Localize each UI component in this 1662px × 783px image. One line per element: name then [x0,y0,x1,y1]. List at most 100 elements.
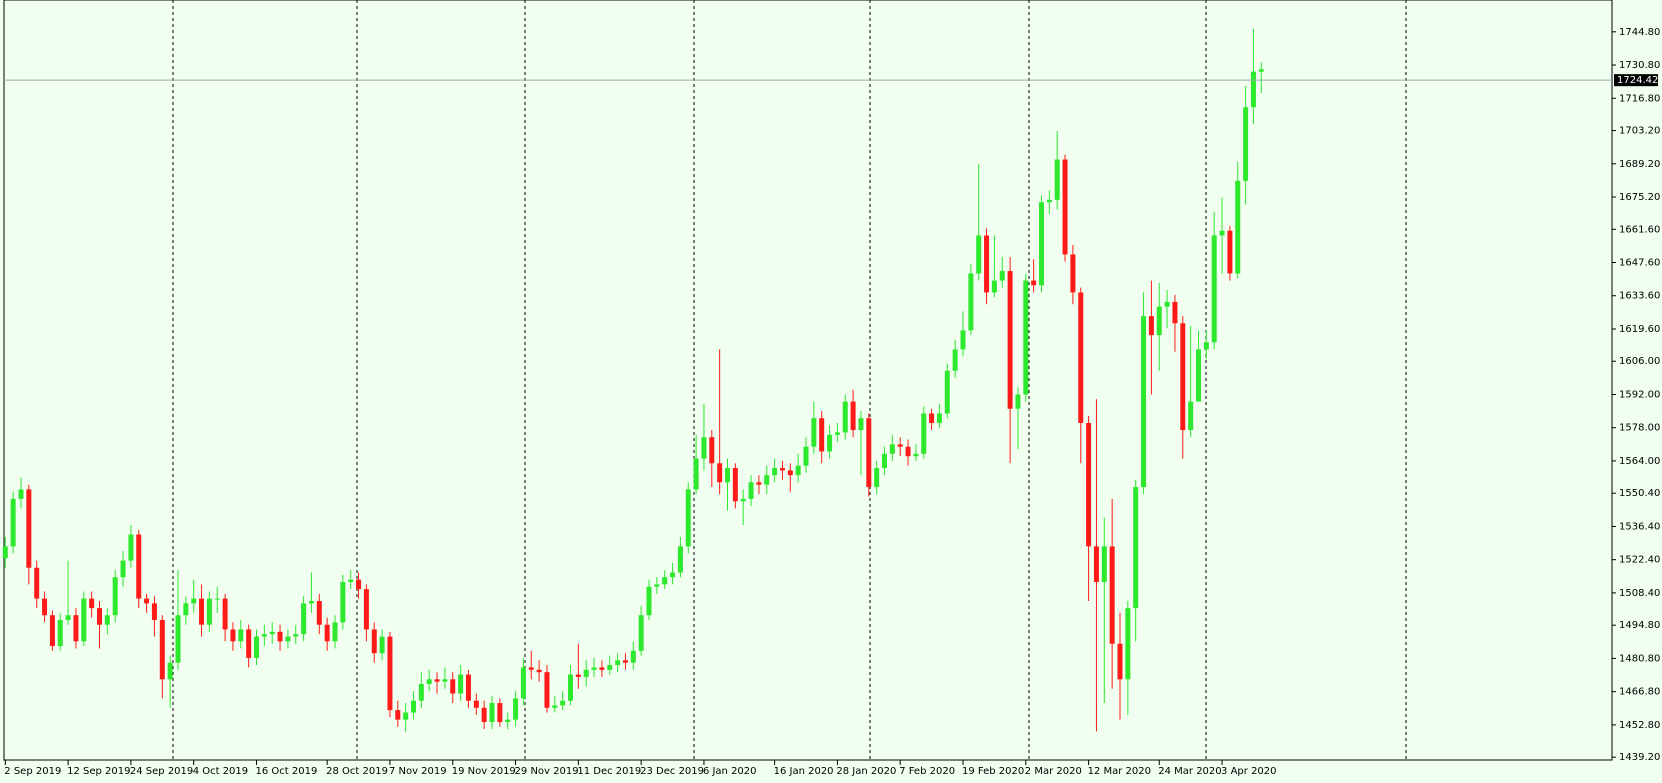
candle-body [701,437,707,459]
candle-body [363,589,369,630]
candle-body [120,560,126,578]
candle-body [1086,422,1092,547]
candle-body [622,660,628,663]
y-tick-label: 1606.00 [1619,356,1660,367]
x-tick-label: 16 Oct 2019 [256,766,318,777]
candle-body [929,413,935,423]
candle-body [277,631,283,642]
x-tick-label: 23 Dec 2019 [640,766,704,777]
candle-body [740,498,746,502]
candle-body [18,489,24,499]
candle-body [976,235,982,274]
y-tick-label: 1703.20 [1619,126,1660,137]
candle-body [615,660,621,666]
candle-body [1125,608,1131,680]
candle-body [779,468,785,471]
candle-body [199,598,205,625]
candle-body [528,667,534,670]
candle-body [1133,487,1139,609]
candle-body [1062,159,1068,255]
candle-body [1141,316,1147,488]
candle-body [246,629,252,658]
candle-body [128,534,134,561]
candle-body [787,470,793,476]
y-tick-label: 1675.20 [1619,192,1660,203]
candle-body [65,615,71,620]
candle-body [57,619,63,647]
bid-label-box [1614,74,1658,87]
candle-body [513,698,519,720]
candle-body [379,636,385,654]
candle-body [1070,254,1076,293]
candle-body [1258,69,1264,72]
candle-body [222,598,228,630]
candle-body [1164,301,1170,307]
candle-body [1078,292,1084,423]
candle-body [1109,546,1115,644]
candle-body [183,603,189,616]
candle-body [1227,230,1233,274]
candle-body [732,468,738,502]
candle-body [991,280,997,293]
candle-body [450,679,456,694]
candle-body [214,598,220,600]
x-tick-label: 28 Jan 2020 [836,766,896,777]
candle-body [520,667,526,699]
candle-body [1188,401,1194,431]
candle-body [340,581,346,623]
candle-body [536,669,542,673]
candle-body [1196,349,1201,402]
candle-body [803,446,809,466]
candle-body [308,600,314,604]
candle-body [112,577,118,616]
candle-body [858,418,864,431]
candle-body [960,330,966,350]
x-tick-label: 4 Oct 2019 [193,766,248,777]
candle-body [238,629,244,642]
candle-body [175,615,181,663]
candle-body [10,498,16,547]
candle-body [136,534,142,599]
candle-body [1148,316,1154,336]
candle-body [1023,280,1029,395]
x-tick-label: 28 Oct 2019 [326,766,388,777]
candle-body [795,465,801,476]
candle-body [1172,301,1178,324]
candle-body [89,598,95,609]
x-tick-label: 2 Mar 2020 [1025,766,1082,777]
candle-body [874,468,880,488]
y-tick-label: 1494.80 [1619,620,1660,631]
candle-body [348,579,354,582]
candle-body [568,674,573,701]
candle-body [26,489,32,568]
candle-body [151,603,157,620]
candle-body [984,235,990,293]
candle-body [167,662,173,680]
y-tick-label: 1480.80 [1619,653,1660,664]
candle-body [434,679,440,682]
candle-body [819,418,825,452]
candle-body [1243,107,1249,181]
candle-body [1039,202,1044,286]
candle-body [1007,271,1013,409]
x-tick-label: 16 Jan 2020 [774,766,834,777]
candle-body [42,598,48,616]
candle-body [1054,159,1060,200]
candle-body [866,418,872,488]
candle-body [607,665,613,670]
candle-body [81,598,87,642]
candle-body [1031,280,1037,286]
candle-body [411,700,416,713]
candle-body [693,458,699,490]
y-tick-label: 1578.00 [1619,423,1660,434]
candle-body [905,446,911,457]
candle-body [285,636,291,642]
candle-body [1203,342,1209,350]
candle-body [1101,546,1107,582]
candle-body [560,700,566,706]
y-tick-label: 1716.80 [1619,93,1660,104]
candle-body [34,567,40,599]
candle-body [324,624,330,642]
candle-body [387,636,393,711]
